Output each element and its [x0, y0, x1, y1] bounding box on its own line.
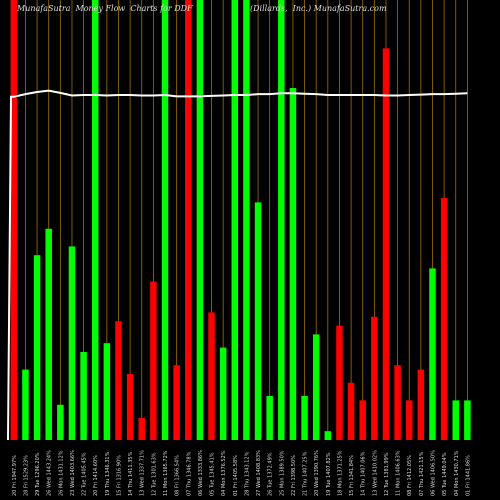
bar-down: [173, 365, 180, 440]
bars: [10, 0, 471, 441]
bar-down: [382, 48, 390, 441]
bar-down: [126, 374, 134, 440]
bar-down: [115, 321, 122, 440]
bar-down: [336, 325, 343, 440]
bar-up: [45, 228, 52, 440]
x-tick-label: 01 Fri 1441.86%: [465, 455, 471, 496]
x-tick-label: 20 Wed 1390.76%: [314, 450, 320, 496]
bar-up: [80, 352, 87, 440]
bar-down: [394, 365, 401, 440]
chart-title: MunafaSutra Money Flow Charts for DDF: [17, 4, 193, 13]
x-tick-label: 07 Thu 1346.78%: [186, 451, 192, 496]
x-tick-label: 18 Mon 1371.25%: [337, 450, 343, 496]
x-tick-label: 26 Tue 1372.49%: [268, 452, 274, 496]
bar-up: [289, 88, 297, 440]
bar-down: [138, 418, 145, 440]
bar-up: [68, 246, 76, 440]
x-tick-label: 12 Tue 1381.99%: [384, 452, 390, 496]
x-tick-label: 28 Fri 1529.23%: [23, 455, 29, 496]
x-tick-label: 20 Fri 1414.60%: [93, 455, 99, 496]
x-tick-label: 08 Fri 1412.05%: [407, 455, 413, 496]
x-tick-labels: 20 Fri 1947.97% 28 Fri 1529.23% 29 Tue 129…: [12, 450, 472, 496]
bar-up: [324, 431, 332, 440]
bar-down: [405, 400, 413, 440]
bar-up: [254, 202, 262, 440]
x-tick-label: 14 Thu 1407.06%: [361, 451, 367, 496]
bar-down: [150, 281, 157, 440]
bar-down: [347, 382, 355, 440]
x-tick-label: 12 Tue 1301.63%: [151, 452, 157, 496]
bar-down: [185, 0, 192, 440]
x-tick-label: 04 Mon 1430.71%: [454, 450, 460, 496]
x-tick-label: 11 Mon 1406.63%: [396, 450, 402, 496]
bar-up: [103, 343, 111, 440]
flow-line: [7, 89, 468, 441]
bar-up: [219, 347, 227, 440]
x-tick-label: 08 Fri 1366.54%: [175, 455, 181, 496]
bar-down: [417, 369, 425, 440]
x-tick-label: 06 Wed 1333.86%: [198, 450, 204, 496]
x-tick-label: 15 Fri 1341.84%: [349, 455, 355, 496]
x-tick-label: 27 Wed 1408.83%: [256, 450, 262, 496]
x-tick-label: 22 Fri 1398.50%: [291, 455, 297, 496]
x-tick-label: 04 Mon 1376.52%: [221, 450, 227, 496]
bar-up: [231, 0, 239, 440]
bar-up: [278, 0, 285, 440]
bar-down: [10, 0, 18, 440]
x-tick-label: 19 Thu 1346.31%: [105, 451, 111, 496]
bar-down: [208, 312, 215, 440]
bar-up: [91, 0, 99, 440]
bar-down: [371, 316, 378, 440]
x-tick-label: 05 Tue 1345.41%: [210, 452, 216, 496]
bar-down: [359, 400, 366, 440]
x-tick-label: 28 Thu 1343.12%: [244, 451, 250, 496]
bar-up: [266, 396, 273, 440]
x-tick-label: 20 Fri 1947.97%: [12, 455, 18, 496]
bar-up: [196, 0, 204, 440]
bar-up: [429, 268, 436, 440]
bar-up: [57, 404, 64, 440]
x-tick-label: 21 Thu 1407.25%: [303, 451, 309, 496]
x-tick-label: 22 Tue 1405.45%: [82, 452, 88, 496]
x-tick-label: 07 Thu 1421.15%: [419, 451, 425, 496]
x-tick-label: 23 Wed 1403.66%: [70, 450, 76, 496]
bar-up: [301, 396, 308, 440]
bar-up: [312, 334, 320, 440]
flow-line-path: [7, 89, 468, 441]
x-tick-label: 29 Tue 1296.20%: [35, 452, 41, 496]
x-tick-label: 26 Wed 1443.24%: [47, 450, 53, 496]
x-tick-label: 11 Mon 1365.72%: [163, 450, 169, 496]
x-tick-label: 14 Thu 1411.35%: [128, 451, 134, 496]
bar-up: [464, 400, 471, 440]
x-tick-label: 25 Mon 1389.50%: [279, 450, 285, 496]
bar-up: [452, 400, 460, 440]
chart-subtitle: (Dillards, Inc.) MunafaSutra.com: [250, 4, 387, 13]
x-tick-label: 05 Tue 1449.04%: [442, 452, 448, 496]
x-tick-label: 13 Wed 1337.71%: [140, 450, 146, 496]
bar-up: [33, 255, 41, 440]
bar-up: [161, 0, 169, 440]
x-tick-label: 19 Tue 1407.82%: [326, 452, 332, 496]
bar-up: [22, 369, 29, 440]
x-tick-label: 06 Wed 1406.50%: [430, 450, 436, 496]
bar-up: [243, 0, 250, 440]
x-tick-label: 15 Fri 1316.90%: [116, 455, 122, 496]
x-tick-label: 01 Fri 1405.58%: [233, 455, 239, 496]
x-tick-label: 26 Mon 1431.12%: [58, 450, 64, 496]
x-tick-label: 13 Wed 1410.02%: [372, 450, 378, 496]
bar-down: [440, 198, 448, 440]
